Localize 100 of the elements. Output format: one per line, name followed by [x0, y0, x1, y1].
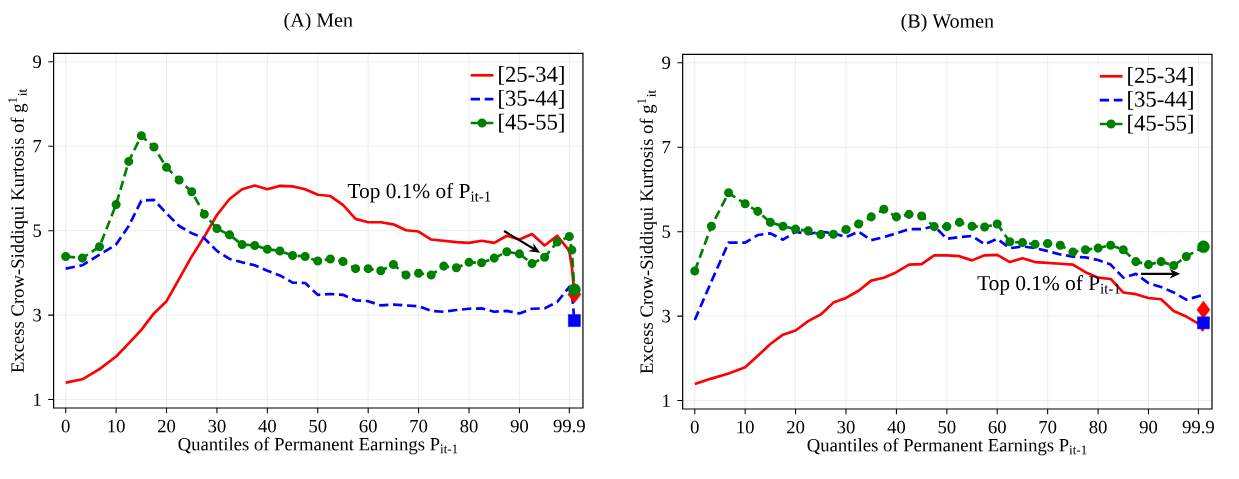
x-tick-label: 80: [460, 419, 478, 433]
x-tick-label: 30: [208, 419, 226, 433]
y-tick-label: 1: [34, 393, 41, 406]
x-tick-label: 50: [309, 419, 327, 433]
point: [325, 254, 335, 264]
point: [300, 251, 310, 261]
y-tick-label: 7: [33, 140, 42, 153]
y-tick-label: 9: [662, 56, 671, 70]
point: [552, 237, 562, 247]
point: [77, 253, 87, 263]
x-tick-label: 90: [1139, 420, 1158, 434]
point: [401, 270, 411, 280]
point: [904, 209, 914, 219]
point: [225, 230, 235, 240]
x-tick-label: 80: [1089, 420, 1107, 434]
point: [426, 270, 436, 280]
point: [111, 199, 121, 210]
point: [1169, 260, 1179, 270]
y-tick-label: 5: [33, 224, 42, 237]
x-tick-label: 0: [690, 420, 699, 434]
point: [174, 175, 184, 185]
x-tick-label: 70: [1039, 420, 1057, 434]
point: [136, 131, 146, 141]
point: [992, 219, 1002, 229]
point: [1068, 247, 1078, 257]
point: [1080, 245, 1091, 255]
annotation: Top 0.1% of P$_{it-1}$: [977, 275, 1120, 295]
x-tick-label: 99.9: [1182, 420, 1214, 434]
point: [1131, 257, 1141, 267]
point: [854, 219, 864, 229]
point: [514, 249, 524, 259]
y-tick-label: 5: [662, 225, 671, 238]
y-tick-label: 1: [663, 394, 670, 407]
x-tick-label: 70: [410, 419, 428, 433]
x-tick-label: 40: [887, 420, 906, 434]
point: [124, 156, 134, 166]
x-tick-label: 10: [108, 419, 125, 433]
point: [439, 261, 449, 271]
point: [237, 240, 247, 250]
point: [376, 266, 386, 276]
point: [94, 242, 105, 252]
point: [1043, 238, 1053, 249]
x-axis-title: Quantiles of Permanent Earnings P$_{it-1}$: [807, 438, 1087, 456]
point: [917, 211, 927, 221]
point: [1196, 300, 1211, 319]
point: [879, 204, 889, 214]
point: [1017, 238, 1027, 248]
x-tick-label: 50: [938, 420, 956, 434]
point: [866, 212, 876, 222]
point: [1181, 252, 1191, 262]
y-tick-label: 3: [33, 308, 42, 322]
point: [568, 314, 581, 327]
point: [778, 221, 788, 231]
y-tick-label: 9: [33, 55, 42, 69]
point: [313, 256, 323, 266]
point: [841, 225, 851, 235]
point: [980, 222, 990, 232]
point: [212, 224, 222, 234]
x-tick-label: 60: [988, 420, 1006, 434]
chart-title: (B) Women: [901, 13, 994, 32]
point: [388, 259, 398, 269]
point: [567, 245, 577, 255]
point: [262, 244, 272, 254]
point: [929, 222, 939, 232]
point: [564, 232, 574, 242]
x-tick-label: 90: [510, 419, 529, 433]
legend-label: [25-34]: [499, 66, 564, 85]
point: [724, 188, 734, 198]
point: [250, 240, 260, 250]
point: [740, 199, 750, 209]
x-tick-label: 20: [158, 419, 176, 433]
point: [1197, 316, 1210, 330]
x-tick-label: 99.9: [553, 419, 585, 433]
point: [1118, 245, 1128, 255]
point: [61, 251, 71, 261]
point: [828, 229, 838, 239]
point: [1156, 257, 1166, 267]
x-tick-label: 0: [61, 419, 70, 433]
legend-label: [35-44]: [499, 89, 564, 109]
point: [1055, 240, 1065, 250]
y-tick-label: 7: [662, 141, 671, 154]
legend-label: [45-55]: [499, 113, 564, 133]
point: [489, 253, 499, 263]
point: [275, 246, 285, 256]
annotation: Top 0.1% of P$_{it-1}$: [347, 182, 491, 203]
point: [816, 230, 826, 240]
x-tick-label: 10: [737, 420, 754, 434]
point: [1093, 243, 1103, 253]
point: [149, 142, 159, 152]
point: [1030, 239, 1040, 249]
x-tick-label: 30: [837, 420, 855, 434]
point: [954, 217, 964, 227]
y-axis-title: Excess Crow-Siddiqui Kurtosis of g$^{1}$it: [637, 90, 657, 374]
point: [690, 266, 700, 276]
point: [942, 222, 952, 232]
point: [891, 212, 901, 222]
y-tick-label: 3: [662, 309, 671, 323]
point: [1106, 240, 1116, 250]
legend-label: [45-55]: [1128, 114, 1193, 134]
x-axis-title: Quantiles of Permanent Earnings P$_{it-1}$: [178, 437, 458, 455]
